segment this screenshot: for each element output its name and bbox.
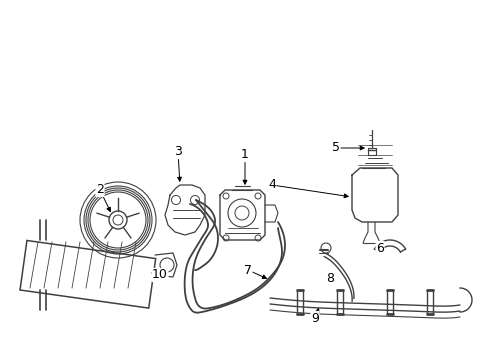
Text: 8: 8 <box>325 271 333 284</box>
Text: 5: 5 <box>331 141 339 154</box>
Text: 3: 3 <box>174 145 182 158</box>
Text: 6: 6 <box>375 242 383 255</box>
Text: 1: 1 <box>241 148 248 162</box>
Text: 9: 9 <box>310 311 318 324</box>
Text: 4: 4 <box>267 179 275 192</box>
Text: 10: 10 <box>152 269 167 282</box>
Text: 2: 2 <box>96 184 104 197</box>
Bar <box>20 240 155 308</box>
Text: 7: 7 <box>244 264 251 276</box>
